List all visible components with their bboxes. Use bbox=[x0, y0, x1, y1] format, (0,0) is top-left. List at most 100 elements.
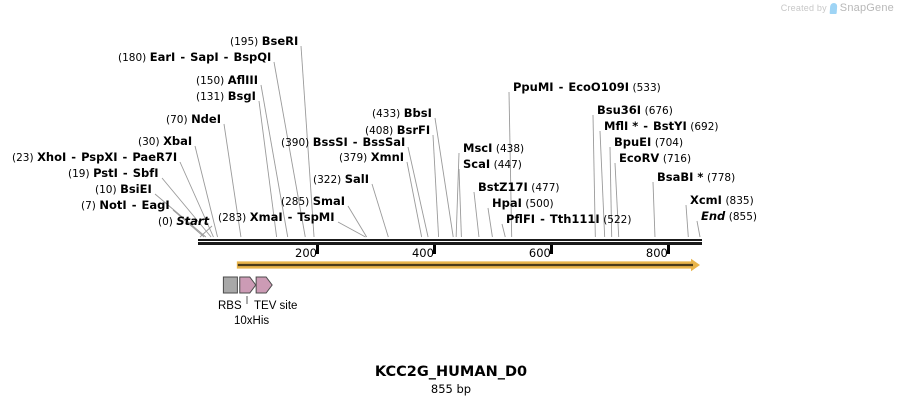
feature-glyph-rbs[interactable] bbox=[222, 276, 238, 294]
site-position-s390: (390) bbox=[281, 137, 310, 149]
site-position-s522: (522) bbox=[603, 214, 632, 226]
site-enzyme-name: Tth111I bbox=[549, 212, 600, 226]
site-enzyme-name: BstYI bbox=[653, 119, 687, 133]
site-enzyme-name: BsiEI bbox=[120, 182, 152, 196]
ruler-label-600: 600 bbox=[528, 246, 551, 260]
site-enzyme-name: ScaI bbox=[463, 157, 491, 171]
site-label-s131[interactable]: (131) BsgI bbox=[196, 90, 256, 103]
site-enzyme-name: PstI bbox=[93, 166, 118, 180]
site-label-s7[interactable]: (7) NotI - EagI bbox=[81, 199, 170, 212]
site-label-s433[interactable]: (433) BbsI bbox=[372, 107, 432, 120]
leader-line-s855 bbox=[696, 220, 701, 238]
leader-line-s716 bbox=[614, 162, 620, 238]
site-label-s19[interactable]: (19) PstI - SbfI bbox=[68, 167, 159, 180]
site-label-s322[interactable]: (322) SalI bbox=[313, 173, 369, 186]
site-enzyme-name: PaeR7I bbox=[132, 150, 178, 164]
site-enzyme-name: XcmI bbox=[690, 193, 722, 207]
ruler-label-200: 200 bbox=[295, 246, 317, 260]
ruler-tick-400 bbox=[432, 245, 436, 254]
leader-line-s285 bbox=[347, 205, 368, 238]
site-enzyme-name: TspMI bbox=[297, 210, 335, 224]
site-name-separator: - bbox=[67, 150, 81, 164]
site-position-s533: (533) bbox=[632, 82, 661, 94]
site-position-s477: (477) bbox=[531, 182, 560, 194]
leader-line-s438 bbox=[455, 152, 460, 238]
leader-line-s30 bbox=[194, 145, 218, 238]
site-enzyme-name: EarI bbox=[149, 50, 176, 64]
site-enzyme-name: BsaBI * bbox=[657, 170, 704, 184]
site-label-s533[interactable]: PpuMI - EcoO109I (533) bbox=[513, 81, 661, 94]
site-enzyme-name: BsgI bbox=[227, 89, 256, 103]
site-enzyme-name: BbsI bbox=[403, 106, 432, 120]
feature-glyph-10xhis[interactable] bbox=[239, 276, 257, 294]
site-position-s285: (285) bbox=[281, 196, 310, 208]
site-enzyme-name: End bbox=[701, 209, 726, 223]
site-position-s70: (70) bbox=[166, 114, 188, 126]
feature-glyph-tev-site[interactable] bbox=[255, 276, 273, 294]
site-label-s195[interactable]: (195) BseRI bbox=[230, 35, 298, 48]
site-label-s704[interactable]: BpuEI (704) bbox=[614, 136, 683, 149]
sequence-line-1 bbox=[198, 238, 702, 241]
watermark-brand: SnapGene bbox=[839, 2, 894, 14]
site-label-s408[interactable]: (408) BsrFI bbox=[365, 124, 430, 137]
leader-line-s778 bbox=[652, 181, 656, 238]
site-label-s447[interactable]: ScaI (447) bbox=[463, 158, 522, 171]
site-name-separator: - bbox=[176, 50, 190, 64]
site-enzyme-name: EagI bbox=[141, 198, 170, 212]
site-position-s379: (379) bbox=[339, 152, 368, 164]
leader-line-s180 bbox=[273, 61, 306, 238]
site-enzyme-name: EcoO109I bbox=[568, 80, 629, 94]
snapgene-watermark: Created by SnapGene bbox=[781, 2, 894, 14]
leader-line-s195 bbox=[300, 45, 315, 238]
site-label-s23[interactable]: (23) XhoI - PspXI - PaeR7I bbox=[12, 151, 177, 164]
leader-line-s283 bbox=[337, 221, 366, 238]
ruler-label-400: 400 bbox=[411, 246, 434, 260]
site-label-s285[interactable]: (285) SmaI bbox=[281, 195, 345, 208]
site-label-s522[interactable]: PflFI - Tth111I (522) bbox=[506, 213, 631, 226]
site-label-s283[interactable]: (283) XmaI - TspMI bbox=[218, 211, 335, 224]
site-label-s0[interactable]: (0) Start bbox=[158, 215, 209, 228]
site-enzyme-name: NotI bbox=[99, 198, 127, 212]
ruler-tick-200 bbox=[315, 245, 319, 254]
feature-label-tev-site: TEV site bbox=[254, 300, 298, 312]
site-label-s855[interactable]: End (855) bbox=[701, 210, 757, 223]
site-enzyme-name: SapI bbox=[190, 50, 219, 64]
site-label-s30[interactable]: (30) XbaI bbox=[138, 135, 192, 148]
site-label-s70[interactable]: (70) NdeI bbox=[166, 113, 221, 126]
site-position-s283: (283) bbox=[218, 212, 247, 224]
site-label-s379[interactable]: (379) XmnI bbox=[339, 151, 404, 164]
site-label-s778[interactable]: BsaBI * (778) bbox=[657, 171, 735, 184]
site-label-s180[interactable]: (180) EarI - SapI - BspQI bbox=[118, 51, 271, 64]
site-position-s500: (500) bbox=[525, 198, 554, 210]
site-label-s500[interactable]: HpaI (500) bbox=[492, 197, 554, 210]
site-name-separator: - bbox=[639, 119, 653, 133]
site-position-s322: (322) bbox=[313, 174, 342, 186]
site-enzyme-name: PspXI bbox=[81, 150, 118, 164]
page-title: KCC2G_HUMAN_D0 bbox=[374, 364, 528, 380]
site-label-s150[interactable]: (150) AflIII bbox=[196, 74, 258, 87]
site-label-s716[interactable]: EcoRV (716) bbox=[619, 152, 691, 165]
site-position-s438: (438) bbox=[495, 143, 525, 155]
site-label-s692[interactable]: MflI * - BstYI (692) bbox=[604, 120, 719, 133]
site-name-separator: - bbox=[118, 150, 132, 164]
site-enzyme-name: XbaI bbox=[163, 134, 193, 148]
leader-line-s131 bbox=[258, 100, 278, 238]
leader-line-s533 bbox=[508, 91, 513, 238]
site-label-s438[interactable]: MscI (438) bbox=[463, 142, 524, 155]
site-label-s10[interactable]: (10) BsiEI bbox=[95, 183, 152, 196]
site-position-s23: (23) bbox=[12, 152, 34, 164]
site-enzyme-name: BpuEI bbox=[614, 135, 652, 149]
site-enzyme-name: EcoRV bbox=[619, 151, 660, 165]
site-label-s835[interactable]: XcmI (835) bbox=[690, 194, 754, 207]
leader-line-s692 bbox=[599, 130, 606, 238]
site-enzyme-name: MflI * bbox=[604, 119, 639, 133]
site-enzyme-name: SbfI bbox=[132, 166, 159, 180]
site-name-separator: - bbox=[348, 135, 362, 149]
site-enzyme-name: BsrFI bbox=[396, 123, 431, 137]
site-label-s477[interactable]: BstZ17I (477) bbox=[478, 181, 559, 194]
site-label-s390[interactable]: (390) BssSI - BssSaI bbox=[281, 136, 405, 149]
site-enzyme-name: BstZ17I bbox=[478, 180, 528, 194]
site-label-s676[interactable]: Bsu36I (676) bbox=[597, 104, 673, 117]
